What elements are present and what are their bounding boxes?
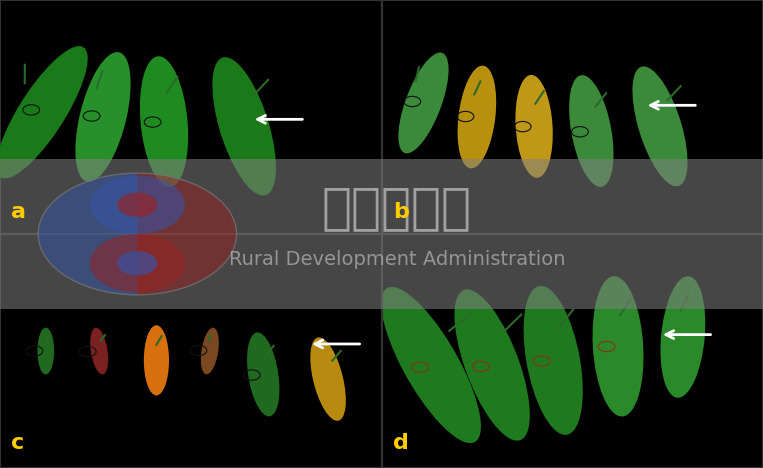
Ellipse shape <box>455 289 530 441</box>
Circle shape <box>118 251 157 276</box>
Ellipse shape <box>382 287 481 443</box>
Ellipse shape <box>458 66 496 168</box>
Bar <box>0 159 763 309</box>
Ellipse shape <box>247 332 279 417</box>
Circle shape <box>118 192 157 217</box>
Text: Rural Development Administration: Rural Development Administration <box>228 250 565 269</box>
Ellipse shape <box>201 328 219 374</box>
Ellipse shape <box>516 75 552 178</box>
Ellipse shape <box>633 66 687 186</box>
Ellipse shape <box>661 276 705 398</box>
Ellipse shape <box>76 52 130 182</box>
Text: 농초진흥청: 농초진흥청 <box>322 184 472 232</box>
Text: d: d <box>393 433 409 453</box>
Bar <box>382 234 763 468</box>
Circle shape <box>90 234 185 292</box>
Wedge shape <box>137 173 237 295</box>
Text: a: a <box>11 202 27 222</box>
Text: b: b <box>393 202 409 222</box>
Bar <box>382 0 763 234</box>
Ellipse shape <box>90 328 108 374</box>
Ellipse shape <box>523 286 583 435</box>
Ellipse shape <box>311 337 346 421</box>
Bar <box>0 0 382 234</box>
Bar <box>0 234 382 468</box>
Circle shape <box>90 176 185 234</box>
Wedge shape <box>38 173 137 295</box>
Ellipse shape <box>212 57 276 196</box>
Ellipse shape <box>140 56 188 187</box>
Ellipse shape <box>593 276 643 417</box>
Ellipse shape <box>398 52 449 154</box>
Ellipse shape <box>569 75 613 187</box>
Ellipse shape <box>0 46 88 178</box>
Ellipse shape <box>37 328 54 374</box>
Ellipse shape <box>143 325 169 395</box>
Text: c: c <box>11 433 24 453</box>
